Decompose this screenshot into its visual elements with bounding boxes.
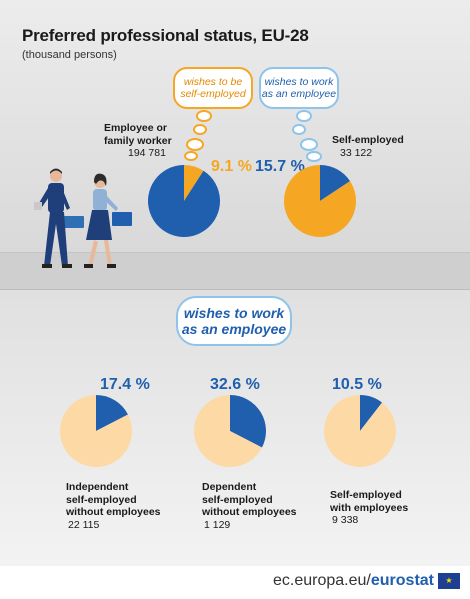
pct-label-2: 15.7 % [255,158,305,175]
label-employee-family-worker: Employee or family worker 194 781 [104,122,172,159]
thought-bubble-dot [186,138,204,151]
thought-bubble-dot [300,138,318,151]
eu-flag-icon: ★ [438,573,460,589]
pie-slice-highlight [230,395,266,448]
pct-label-5: 10.5 % [332,376,382,393]
footer [0,566,470,599]
thought-bubble-dot [292,124,306,135]
pct-label-4: 32.6 % [210,376,260,393]
pct-label-1: 9.1 % [211,158,252,175]
pie-dependent-self-employed [194,395,266,467]
cloud-employee-bottom: wishes to work as an employee [176,296,292,346]
pct-label-3: 17.4 % [100,376,150,393]
top-panel [0,0,470,252]
label-independent-self-employed: Independent self-employed without employ… [66,481,161,531]
pie-slice-remainder [60,395,132,467]
thought-bubble-dot [193,124,207,135]
walking-people-illustration [34,168,132,268]
chart-title: Preferred professional status, EU-28 [22,26,309,45]
pie-slice-remainder [284,165,356,237]
cloud-self-employed: wishes to be self-employed [173,67,253,109]
pie-slice-remainder [194,395,262,467]
floor-band [0,252,470,290]
footer-url[interactable]: ec.europa.eu/eurostat [273,572,434,589]
pie-slice-highlight [320,165,351,201]
cloud-employee-top: wishes to work as an employee [259,67,339,109]
pie-self-employed [284,165,356,237]
pie-slice-highlight [360,395,383,431]
label-self-employed-with-employees: Self-employed with employees 9 338 [330,489,409,526]
label-dependent-self-employed: Dependent self-employed without employee… [202,481,297,531]
pie-independent-self-employed [60,395,132,467]
label-self-employed-top: Self-employed 33 122 [332,134,404,159]
pie-employee-family-worker [148,165,220,237]
pie-slice-highlight [184,165,204,201]
pie-slice-remainder [148,165,220,237]
pie-slice-highlight [96,395,128,431]
thought-bubble-dot [184,151,198,161]
thought-bubble-dot [196,110,212,122]
chart-subtitle: (thousand persons) [22,49,117,61]
pie-slice-remainder [324,395,396,467]
thought-bubble-dot [306,151,322,162]
pie-self-employed-with-employees [324,395,396,467]
thought-bubble-dot [296,110,312,122]
